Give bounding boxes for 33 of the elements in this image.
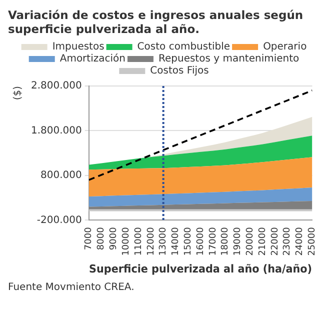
x-tick-label: 17000 bbox=[208, 226, 218, 256]
x-tick-label: 18000 bbox=[220, 226, 231, 256]
legend-label: Operario bbox=[263, 42, 307, 53]
x-tick-label: 19000 bbox=[233, 226, 244, 256]
x-tick-label: 14000 bbox=[171, 226, 182, 256]
x-tick-label: 25000 bbox=[308, 226, 318, 256]
legend-label: Amortización bbox=[60, 54, 126, 65]
x-tick-label: 8000 bbox=[96, 226, 107, 250]
x-tick-label: 7000 bbox=[84, 226, 94, 250]
x-tick-label: 9000 bbox=[109, 226, 120, 250]
y-tick-label: 1.800.000 bbox=[30, 125, 82, 136]
x-tick-label: 23000 bbox=[282, 226, 293, 256]
x-tick-label: 10000 bbox=[121, 226, 132, 256]
legend-label: Costo combustible bbox=[137, 42, 230, 53]
y-tick-label: 2.800.000 bbox=[30, 80, 82, 92]
y-tick-label: -200.000 bbox=[36, 214, 82, 226]
x-tick-label: 24000 bbox=[295, 226, 306, 256]
legend-label: Repuestos y mantenimiento bbox=[158, 54, 300, 65]
x-tick-label: 15000 bbox=[183, 226, 194, 256]
x-tick-label: 22000 bbox=[270, 226, 280, 256]
legend-label: Costos Fijos bbox=[150, 66, 209, 77]
x-tick-label: 21000 bbox=[258, 226, 268, 256]
x-axis-title: Superficie pulverizada al año (ha/año) bbox=[89, 262, 312, 276]
x-tick-label: 12000 bbox=[146, 226, 156, 256]
y-axis-title: ($) bbox=[12, 86, 24, 100]
x-tick-label: 20000 bbox=[246, 226, 256, 256]
x-tick-label: 11000 bbox=[134, 226, 144, 256]
x-tick-label: 16000 bbox=[196, 226, 206, 256]
x-tick-label: 13000 bbox=[158, 226, 169, 256]
y-tick-label: 800.000 bbox=[40, 170, 82, 182]
chart-title: Variación de costos e ingresos anuales según superficie pulverizada al año. bbox=[8, 8, 304, 36]
legend-label: Impuestos bbox=[52, 42, 104, 53]
source-note: Fuente Movmiento CREA. bbox=[8, 282, 136, 293]
